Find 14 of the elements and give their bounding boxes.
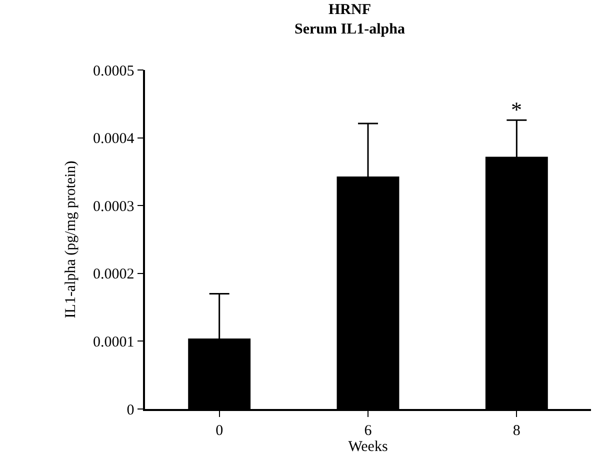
- x-tick-label: 8: [512, 422, 520, 439]
- x-tick-label: 6: [364, 422, 372, 439]
- y-axis-title: IL1-alpha (pg/mg protein): [62, 160, 79, 318]
- x-axis-title: Weeks: [348, 438, 388, 455]
- y-tick-label: 0.0005: [93, 63, 134, 80]
- y-tick-label: 0.0003: [93, 198, 134, 215]
- x-tick-label: 0: [216, 422, 224, 439]
- y-tick-label: 0.0004: [93, 131, 135, 148]
- annotation: *: [511, 97, 522, 122]
- y-tick-label: 0: [126, 402, 134, 418]
- chart-subtitle: Serum IL1-alpha: [294, 22, 406, 38]
- y-tick-label: 0.0002: [93, 266, 134, 283]
- y-tick-label: 0.0001: [93, 334, 134, 350]
- chart-title: HRNF: [328, 2, 371, 18]
